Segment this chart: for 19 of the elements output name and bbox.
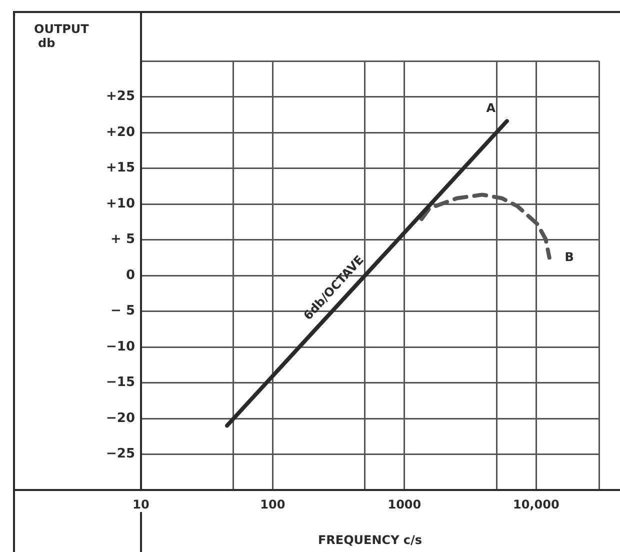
y-tick-label: +20 <box>106 124 135 140</box>
y-tick-label: +25 <box>106 89 135 104</box>
y-tick-label: +10 <box>106 196 135 212</box>
y-tick-label: + 5 <box>110 232 135 248</box>
series-label: A <box>486 101 496 116</box>
x-tick-label: 100 <box>260 497 286 512</box>
y-tick-label: −25 <box>106 446 135 462</box>
y-tick-label: −15 <box>106 375 135 390</box>
x-tick-label: 10,000 <box>513 497 560 512</box>
y-tick-label: −20 <box>106 410 135 426</box>
y-axis-title: OUTPUT db <box>34 22 90 50</box>
series-label: B <box>564 250 574 264</box>
x-tick-label: 1000 <box>388 497 422 512</box>
y-tick-label: 0 <box>126 268 135 283</box>
y-tick-label: − 5 <box>110 304 135 319</box>
x-axis-title: FREQUENCY c/s <box>318 532 422 547</box>
y-tick-label: −10 <box>106 339 135 354</box>
y-tick-label: +15 <box>106 160 135 176</box>
x-tick-label: 10 <box>132 497 150 512</box>
